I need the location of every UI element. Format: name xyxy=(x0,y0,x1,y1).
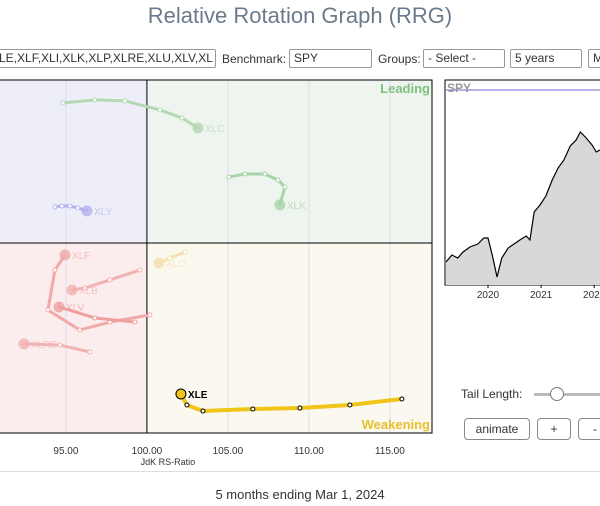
price-area xyxy=(446,131,600,285)
x-tick-label: 2020 xyxy=(477,290,500,301)
series-label: XLF xyxy=(72,251,90,262)
quadrant-lagging xyxy=(0,242,147,433)
tail-point xyxy=(82,285,88,291)
head-point xyxy=(53,301,65,313)
tail-point xyxy=(242,171,248,177)
x-tick-label: 110.00 xyxy=(294,446,324,457)
tail-slider-track xyxy=(534,393,600,396)
tail-point xyxy=(52,267,58,273)
benchmark-input[interactable]: SPY xyxy=(289,49,372,68)
quadrant-leading xyxy=(146,80,432,243)
benchmark-label: Benchmark: xyxy=(222,52,287,66)
tail-point xyxy=(167,255,173,261)
tail-point xyxy=(137,267,143,273)
series-label: XLB xyxy=(79,286,98,297)
tail-point xyxy=(67,203,73,209)
price-line xyxy=(445,130,600,278)
tail-point xyxy=(87,349,93,355)
x-tick-label: 2022 xyxy=(583,290,600,301)
tail-point xyxy=(182,249,188,255)
head-point xyxy=(59,249,71,261)
plot-frame xyxy=(0,79,433,434)
head-point xyxy=(66,284,78,296)
tail-point xyxy=(200,408,206,414)
series-label: XLU xyxy=(166,259,185,270)
tail-point xyxy=(262,171,268,177)
head-point xyxy=(192,122,204,134)
series-label: XLV xyxy=(66,303,84,314)
plus-button[interactable]: + xyxy=(537,418,571,440)
tail-point xyxy=(132,319,138,325)
ticker-input[interactable]: LE,XLF,XLI,XLK,XLP,XLRE,XLU,XLV,XL xyxy=(0,49,216,68)
footer-divider xyxy=(0,471,600,472)
tail-point xyxy=(45,307,51,313)
tail-point xyxy=(399,396,405,402)
tail-length-label: Tail Length: xyxy=(461,387,523,401)
quadrant-label-weakening: Weakening xyxy=(362,417,430,432)
groups-select[interactable]: - Select - xyxy=(423,49,505,68)
tail-point xyxy=(77,327,83,333)
tail-point xyxy=(226,174,232,180)
series-label: XLE xyxy=(188,390,208,401)
tail-point xyxy=(52,204,58,210)
x-tick-label: 100.00 xyxy=(132,446,163,457)
head-point xyxy=(18,338,30,350)
series-label: XLRE xyxy=(31,340,57,351)
interval-select[interactable]: M xyxy=(588,49,600,68)
tail-point xyxy=(147,312,153,318)
tail-point xyxy=(92,315,98,321)
tail-line xyxy=(61,98,200,130)
tail-point xyxy=(157,107,163,113)
tail-point xyxy=(282,184,288,190)
tail-point xyxy=(122,98,128,104)
tail-point xyxy=(60,100,66,106)
series-label: XLK xyxy=(287,201,306,212)
tail-point xyxy=(347,402,353,408)
period-select[interactable]: 5 years xyxy=(510,49,582,68)
head-point xyxy=(274,199,286,211)
series-label: XLY xyxy=(94,207,112,218)
head-point xyxy=(153,257,165,269)
quadrant-label-leading: Leading xyxy=(380,81,430,96)
minus-button[interactable]: - xyxy=(578,418,600,440)
head-point xyxy=(81,205,93,217)
tail-point xyxy=(275,177,281,183)
tail-point xyxy=(92,97,98,103)
animate-button[interactable]: animate xyxy=(464,418,530,440)
x-axis-label: JdK RS-Ratio xyxy=(141,457,196,467)
x-tick-label: 95.00 xyxy=(53,446,78,457)
x-tick-label: 2021 xyxy=(530,290,553,301)
quadrant-improving xyxy=(0,80,147,243)
groups-label: Groups: xyxy=(378,52,421,66)
x-tick-label: 105.00 xyxy=(213,446,244,457)
panel-title: SPY xyxy=(447,81,471,95)
tail-line xyxy=(227,172,287,207)
tail-slider-handle[interactable] xyxy=(550,387,564,401)
head-point xyxy=(175,388,187,400)
tail-point xyxy=(75,205,81,211)
tail-point xyxy=(179,115,185,121)
tail-point xyxy=(184,402,190,408)
tail-point xyxy=(57,342,63,348)
tail-point xyxy=(297,405,303,411)
x-tick-label: 115.00 xyxy=(375,446,405,457)
tail-line xyxy=(70,268,142,292)
tail-point xyxy=(107,277,113,283)
page-title: Relative Rotation Graph (RRG) xyxy=(147,3,453,28)
footer-text: 5 months ending Mar 1, 2024 xyxy=(215,487,385,502)
tail-point xyxy=(59,203,65,209)
tail-point xyxy=(250,406,256,412)
series-label: XLC xyxy=(205,124,224,135)
charts: 95.00 100.00 105.00 110.00 115.00 JdK RS-Rati… xyxy=(0,79,600,467)
